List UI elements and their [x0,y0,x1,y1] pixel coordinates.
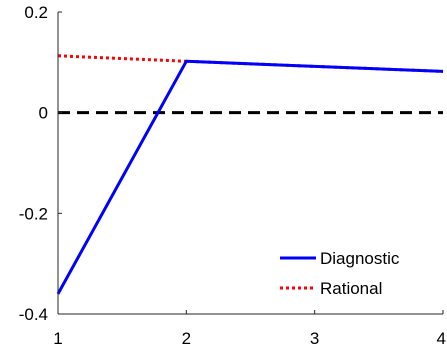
axes [57,11,444,315]
x-tick-label: 1 [53,329,62,348]
chart-marks [56,54,444,295]
y-tick-label: 0 [39,104,48,123]
x-tick-label: 4 [437,329,446,348]
legend-label-diagnostic: Diagnostic [320,249,400,268]
y-tick-label: -0.2 [19,204,48,223]
x-tick-label: 2 [182,329,191,348]
series-line-diagnostic [56,59,444,295]
legend-label-rational: Rational [320,279,382,298]
legend: Diagnostic Rational [280,249,400,298]
y-tick-label: 0.2 [24,3,48,22]
plot-background [58,12,443,314]
tick-labels: 0.2 0 -0.2 -0.4 1 2 3 4 [19,3,446,348]
x-tick-label: 3 [310,329,319,348]
plot-area [58,12,443,314]
y-tick-label: -0.4 [19,305,48,324]
